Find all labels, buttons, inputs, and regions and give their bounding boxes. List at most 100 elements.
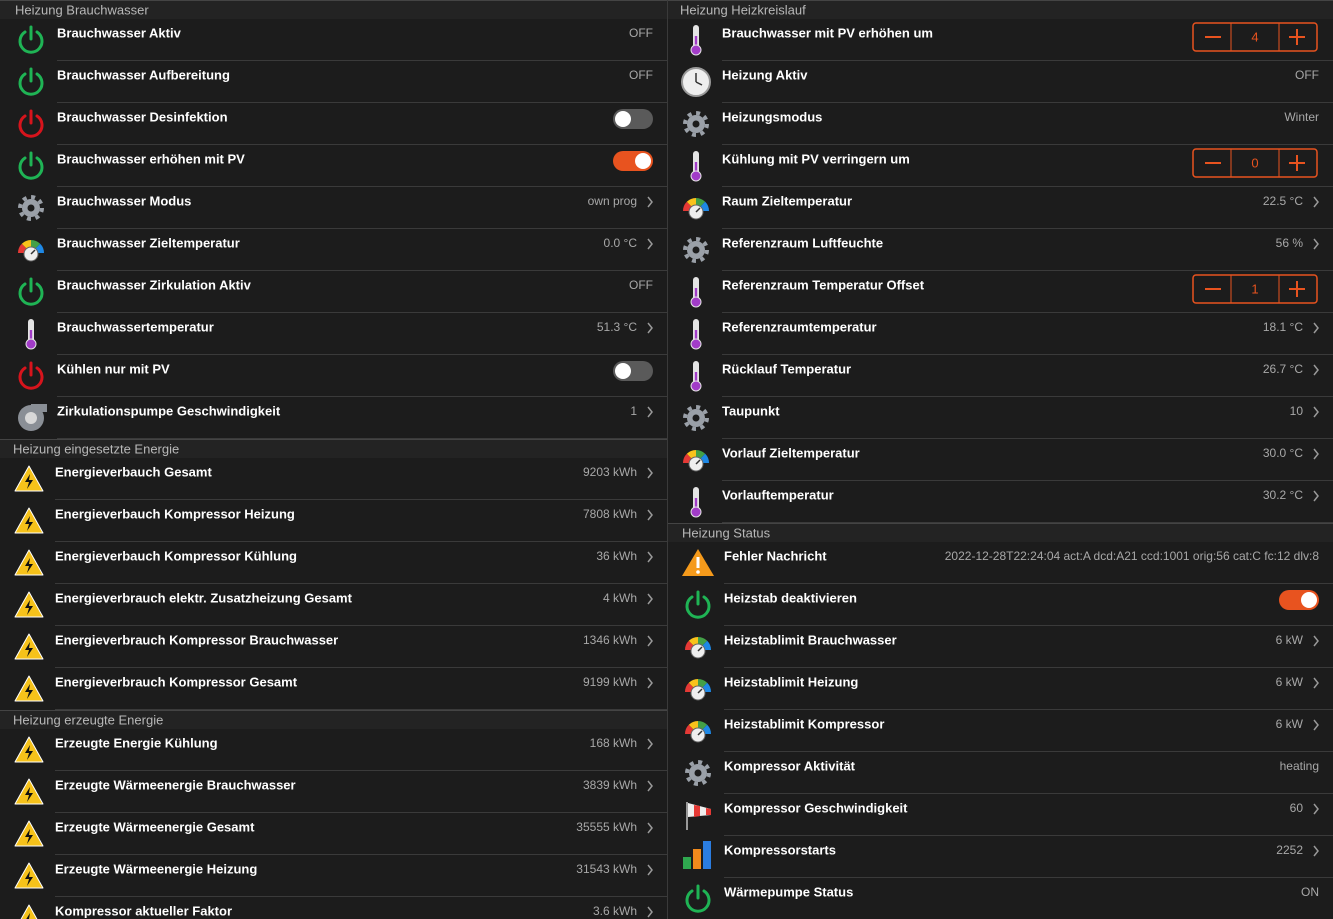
row-label: Brauchwasser mit PV erhöhen um [722,25,933,40]
chevron[interactable] [1313,635,1319,647]
chevron[interactable] [647,238,653,250]
row-value[interactable]: 26.7 °C [1263,362,1303,376]
stepper-box [1192,22,1318,52]
row-value[interactable]: 1346 kWh [583,633,637,647]
icon-thermometer [690,277,702,308]
toggle[interactable] [613,361,653,381]
chevron[interactable] [647,467,653,479]
warning-bolt [25,787,33,802]
row-label: Heizstablimit Kompressor [724,716,884,731]
chevron[interactable] [647,822,653,834]
chevron[interactable] [647,196,653,208]
row-value: Winter [1284,110,1319,124]
row-label: Heizung Aktiv [722,67,808,82]
chevron[interactable] [1313,448,1319,460]
row-value[interactable]: 31543 kWh [576,862,637,876]
chevron[interactable] [1313,490,1319,502]
chevron[interactable] [647,738,653,750]
row-value[interactable]: 51.3 °C [597,320,637,334]
row-value[interactable]: 10 [1290,404,1304,418]
row-value[interactable]: 2252 [1276,843,1303,857]
chevron[interactable] [647,593,653,605]
chevron[interactable] [1313,845,1319,857]
gauge-needle [697,688,703,694]
power-arc [685,595,711,619]
icon-power-green [18,25,44,54]
chevron[interactable] [1313,322,1319,334]
thermo-fluid [694,330,698,342]
row-label: Erzeugte Energie Kühlung [55,735,218,750]
row-value[interactable]: 4 kWh [603,591,637,605]
chevron[interactable] [1313,803,1319,815]
row-value[interactable]: 9203 kWh [583,465,637,479]
toggle[interactable] [1279,590,1319,610]
icon-gauge [683,450,709,472]
section-title: Heizung eingesetzte Energie [13,441,179,456]
chevron[interactable] [1313,196,1319,208]
chevron[interactable] [1313,364,1319,376]
row-value[interactable]: 9199 kWh [583,675,637,689]
row-value[interactable]: 18.1 °C [1263,320,1303,334]
toggle-knob[interactable] [615,111,631,127]
row-value[interactable]: 6 kW [1276,717,1304,731]
chevron[interactable] [1313,719,1319,731]
thermo-fluid [694,498,698,510]
chevron[interactable] [647,635,653,647]
chevron[interactable] [647,509,653,521]
thermo-bulb [690,44,702,56]
row-value[interactable]: 35555 kWh [576,820,637,834]
chevron[interactable] [647,780,653,792]
row-value[interactable]: 30.2 °C [1263,488,1303,502]
row-label: Wärmepumpe Status [724,884,853,899]
row-value[interactable]: 56 % [1276,236,1304,250]
row-value: ON [1301,885,1319,899]
stepper-value: 0 [1251,155,1258,170]
row-value[interactable]: 60 [1290,801,1304,815]
chevron[interactable] [647,864,653,876]
power-arc [685,889,711,913]
row-value[interactable]: own prog [588,194,637,208]
chevron[interactable] [647,906,653,918]
icon-clock [681,67,711,97]
row-value[interactable]: 6 kW [1276,633,1304,647]
icon-warning [14,465,44,492]
toggle-knob[interactable] [635,153,651,169]
row-value[interactable]: 30.0 °C [1263,446,1303,460]
warning-bolt [25,642,33,657]
row-value[interactable]: 36 kWh [596,549,637,563]
chevron[interactable] [1313,677,1319,689]
warning-bolt [25,829,33,844]
row-value[interactable]: 0.0 °C [604,236,638,250]
row-value[interactable]: 3.6 kWh [593,904,637,918]
chevron[interactable] [1313,406,1319,418]
toggle[interactable] [613,109,653,129]
row-value[interactable]: 6 kW [1276,675,1304,689]
row-label: Kompressorstarts [724,842,836,857]
row-label: Zirkulationspumpe Geschwindigkeit [57,403,281,418]
chevron[interactable] [647,677,653,689]
chevron[interactable] [1313,238,1319,250]
row-value[interactable]: 7808 kWh [583,507,637,521]
gear-hole [692,246,700,254]
chevron[interactable] [647,551,653,563]
pump-outlet [31,404,47,412]
row-value[interactable]: 3839 kWh [583,778,637,792]
row-value[interactable]: 22.5 °C [1263,194,1303,208]
chevron[interactable] [647,406,653,418]
section-header [0,439,667,458]
gauge-needle [697,730,703,736]
thermo-fluid [29,330,33,342]
toggle[interactable] [613,151,653,171]
toggle-knob[interactable] [615,363,631,379]
row-label: Kompressor Geschwindigkeit [724,800,908,815]
row-value[interactable]: 168 kWh [590,736,637,750]
icon-alert [682,549,714,576]
warning-bolt [25,745,33,760]
chevron[interactable] [647,322,653,334]
gear-hole [694,769,702,777]
stepper-box [1192,148,1318,178]
toggle-knob[interactable] [1301,592,1317,608]
section-title: Heizung Status [682,525,771,540]
row-value[interactable]: 1 [630,404,637,418]
